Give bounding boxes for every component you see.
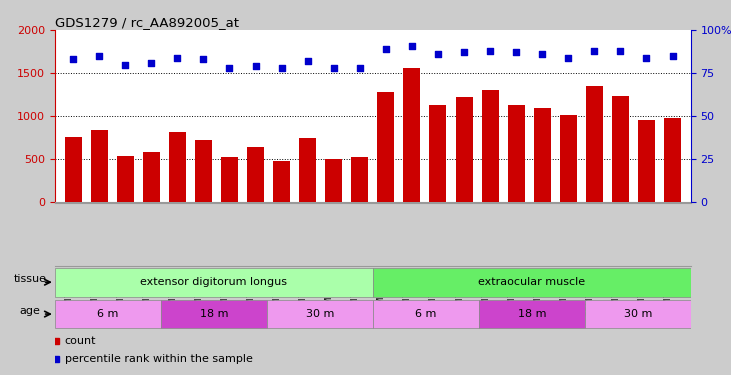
- Point: [119, 62, 131, 68]
- Point: [380, 46, 392, 52]
- Bar: [169, 132, 186, 203]
- Bar: [404, 68, 420, 203]
- Point: [94, 53, 105, 59]
- Bar: [273, 161, 290, 202]
- Bar: [267, 300, 373, 328]
- Bar: [377, 92, 394, 202]
- Point: [224, 65, 235, 71]
- Text: GDS1279 / rc_AA892005_at: GDS1279 / rc_AA892005_at: [55, 16, 239, 29]
- Point: [458, 50, 470, 55]
- Text: extraocular muscle: extraocular muscle: [478, 277, 586, 287]
- Point: [197, 56, 209, 62]
- Bar: [455, 97, 472, 202]
- Point: [354, 65, 366, 71]
- Bar: [638, 120, 655, 202]
- Bar: [430, 105, 447, 202]
- Bar: [560, 116, 577, 202]
- Bar: [534, 108, 550, 202]
- Bar: [373, 268, 691, 297]
- Bar: [373, 300, 479, 328]
- Text: 18 m: 18 m: [518, 309, 546, 319]
- Point: [276, 65, 287, 71]
- Bar: [247, 147, 264, 202]
- Point: [406, 42, 417, 48]
- Text: 30 m: 30 m: [624, 309, 652, 319]
- Text: 18 m: 18 m: [200, 309, 228, 319]
- Bar: [91, 130, 107, 203]
- Point: [615, 48, 626, 54]
- Bar: [143, 152, 160, 202]
- Point: [562, 55, 574, 61]
- Bar: [299, 138, 316, 202]
- Bar: [55, 268, 373, 297]
- Text: age: age: [20, 306, 41, 316]
- Point: [250, 63, 262, 69]
- Point: [640, 55, 652, 61]
- Bar: [352, 157, 368, 203]
- Point: [172, 55, 183, 61]
- Point: [145, 60, 157, 66]
- Bar: [482, 90, 499, 202]
- Bar: [508, 105, 525, 202]
- Bar: [479, 300, 585, 328]
- Point: [484, 48, 496, 54]
- Text: 6 m: 6 m: [97, 309, 118, 319]
- Text: extensor digitorum longus: extensor digitorum longus: [140, 277, 287, 287]
- Text: percentile rank within the sample: percentile rank within the sample: [65, 354, 253, 364]
- Point: [432, 51, 444, 57]
- Point: [537, 51, 548, 57]
- Bar: [161, 300, 267, 328]
- Bar: [612, 96, 629, 202]
- Point: [510, 50, 522, 55]
- Bar: [664, 118, 681, 202]
- Text: count: count: [65, 336, 96, 345]
- Bar: [64, 137, 82, 202]
- Bar: [117, 156, 134, 203]
- Point: [667, 53, 678, 59]
- Text: 30 m: 30 m: [306, 309, 334, 319]
- Bar: [586, 86, 603, 202]
- Bar: [585, 300, 691, 328]
- Bar: [221, 157, 238, 203]
- Bar: [325, 159, 342, 203]
- Text: 6 m: 6 m: [415, 309, 436, 319]
- Point: [328, 65, 340, 71]
- Point: [588, 48, 600, 54]
- Text: tissue: tissue: [14, 274, 47, 284]
- Point: [302, 58, 314, 64]
- Point: [67, 56, 79, 62]
- Bar: [55, 300, 161, 328]
- Bar: [195, 140, 212, 202]
